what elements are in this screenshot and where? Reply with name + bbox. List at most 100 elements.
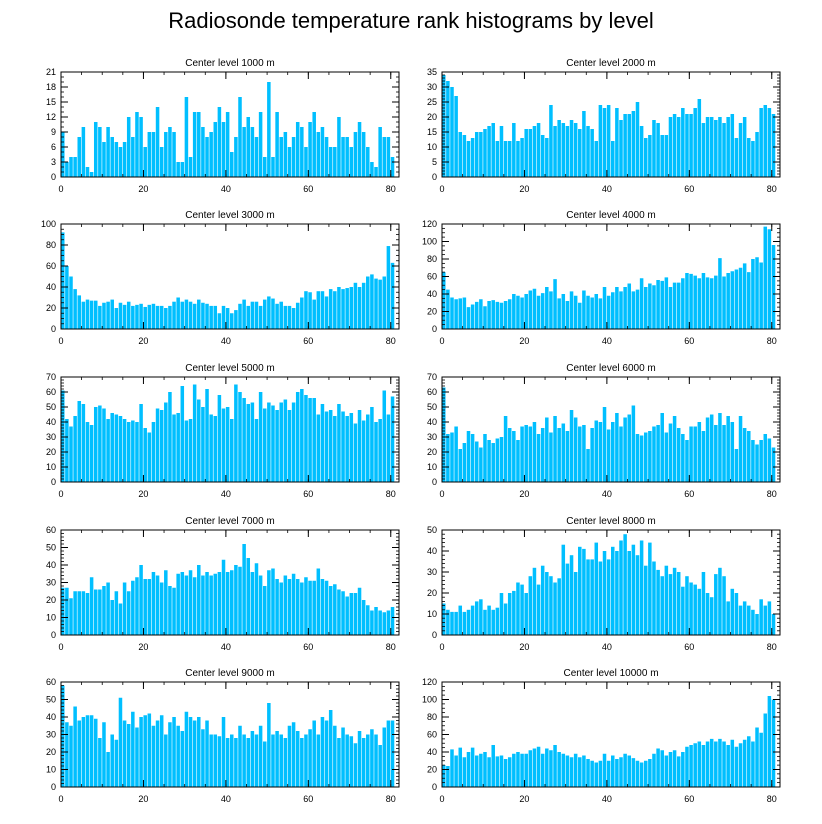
- histogram-bar: [635, 555, 640, 635]
- histogram-bar: [676, 282, 681, 330]
- histogram-bar: [635, 289, 640, 330]
- histogram-bar: [378, 610, 382, 635]
- histogram-bar: [333, 416, 337, 482]
- histogram-bar: [102, 586, 106, 635]
- histogram-bar: [578, 426, 582, 482]
- histogram-bar: [238, 725, 242, 787]
- histogram-bar: [180, 386, 185, 482]
- histogram-bar: [652, 426, 656, 482]
- x-tick-label: 0: [58, 489, 63, 499]
- histogram-bar: [287, 305, 292, 329]
- histogram-panel-3: 0 20 40 60 80 0 20 40 60 80 100 Center level 3000 m: [41, 210, 400, 346]
- histogram-bar: [701, 273, 706, 329]
- histogram-bar: [225, 308, 230, 329]
- histogram-bar: [582, 111, 586, 177]
- y-tick-label: 100: [422, 695, 437, 705]
- x-tick-label: 40: [602, 184, 612, 194]
- histogram-bar: [279, 301, 283, 329]
- histogram-bar: [291, 722, 296, 787]
- histogram-bar: [635, 102, 640, 177]
- x-tick-label: 0: [58, 794, 63, 804]
- histogram-bar: [238, 97, 242, 177]
- histogram-bar: [545, 572, 549, 635]
- histogram-bar: [254, 419, 259, 482]
- histogram-bar: [466, 609, 471, 635]
- histogram-bar: [681, 434, 685, 482]
- histogram-bar: [147, 304, 152, 329]
- histogram-bar: [458, 298, 463, 330]
- y-tick-label: 5: [432, 157, 437, 167]
- histogram-bar: [275, 303, 279, 329]
- histogram-bar: [598, 760, 603, 787]
- histogram-bar: [147, 432, 152, 482]
- histogram-bar: [295, 579, 300, 635]
- histogram-bar: [246, 305, 251, 329]
- histogram-bar: [361, 282, 366, 329]
- histogram-bar: [524, 753, 528, 787]
- histogram-bar: [557, 120, 561, 177]
- y-tick-label: 0: [432, 172, 437, 182]
- histogram-bar: [205, 720, 209, 787]
- histogram-bar: [520, 753, 524, 787]
- histogram-bar: [258, 575, 263, 635]
- histogram-bar: [361, 132, 366, 177]
- histogram-bar: [656, 569, 660, 635]
- histogram-bar: [573, 572, 578, 635]
- histogram-bar: [742, 263, 747, 330]
- histogram-bar: [714, 574, 718, 635]
- histogram-bar: [217, 107, 222, 177]
- histogram-bar: [230, 419, 234, 482]
- x-tick-label: 0: [58, 336, 63, 346]
- x-tick-label: 20: [519, 794, 529, 804]
- histogram-bar: [304, 147, 308, 177]
- histogram-bar: [751, 141, 755, 177]
- histogram-panel-9: 0 20 40 60 80 0 10 20 30 40 50 60 Center level 9000 …: [46, 668, 400, 804]
- histogram-bar: [586, 295, 590, 329]
- histogram-bar: [549, 291, 553, 330]
- histogram-bar: [458, 449, 463, 482]
- histogram-bar: [341, 727, 345, 787]
- histogram-bar: [159, 582, 164, 635]
- histogram-bar: [487, 605, 491, 635]
- histogram-bar: [524, 294, 528, 329]
- histogram-bar: [615, 413, 619, 482]
- histogram-bar: [312, 720, 316, 787]
- y-tick-label: 20: [46, 747, 56, 757]
- y-tick-label: 40: [427, 546, 437, 556]
- histogram-bar: [594, 294, 599, 329]
- histogram-bar: [374, 278, 378, 329]
- histogram-bar: [767, 108, 772, 177]
- histogram-bar: [446, 434, 450, 482]
- histogram-bar: [726, 416, 730, 482]
- histogram-bar: [267, 82, 271, 177]
- histogram-bar: [532, 126, 537, 177]
- y-tick-label: 60: [427, 272, 437, 282]
- histogram-bar: [147, 713, 152, 787]
- histogram-bar: [320, 404, 325, 482]
- histogram-bar: [648, 759, 652, 787]
- histogram-bar: [672, 416, 677, 482]
- histogram-bar: [324, 137, 329, 177]
- histogram-bar: [693, 275, 697, 330]
- histogram-bar: [69, 598, 73, 635]
- x-tick-label: 80: [386, 489, 396, 499]
- histogram-bar: [386, 137, 391, 177]
- histogram-bar: [516, 582, 520, 635]
- histogram-bar: [466, 307, 471, 330]
- histogram-bar: [668, 574, 673, 635]
- histogram-bar: [262, 408, 267, 482]
- y-tick-label: 120: [422, 677, 437, 687]
- y-tick-label: 10: [427, 609, 437, 619]
- histogram-bar: [386, 246, 391, 329]
- histogram-bar: [81, 127, 86, 177]
- histogram-bar: [262, 586, 267, 635]
- histogram-bar: [565, 126, 570, 177]
- histogram-bar: [660, 280, 664, 330]
- histogram-bar: [135, 112, 139, 177]
- histogram-bar: [378, 745, 382, 787]
- x-tick-label: 20: [138, 794, 148, 804]
- histogram-bar: [512, 590, 516, 635]
- histogram-bar: [390, 720, 395, 787]
- x-tick-label: 80: [767, 642, 777, 652]
- histogram-bar: [681, 278, 685, 329]
